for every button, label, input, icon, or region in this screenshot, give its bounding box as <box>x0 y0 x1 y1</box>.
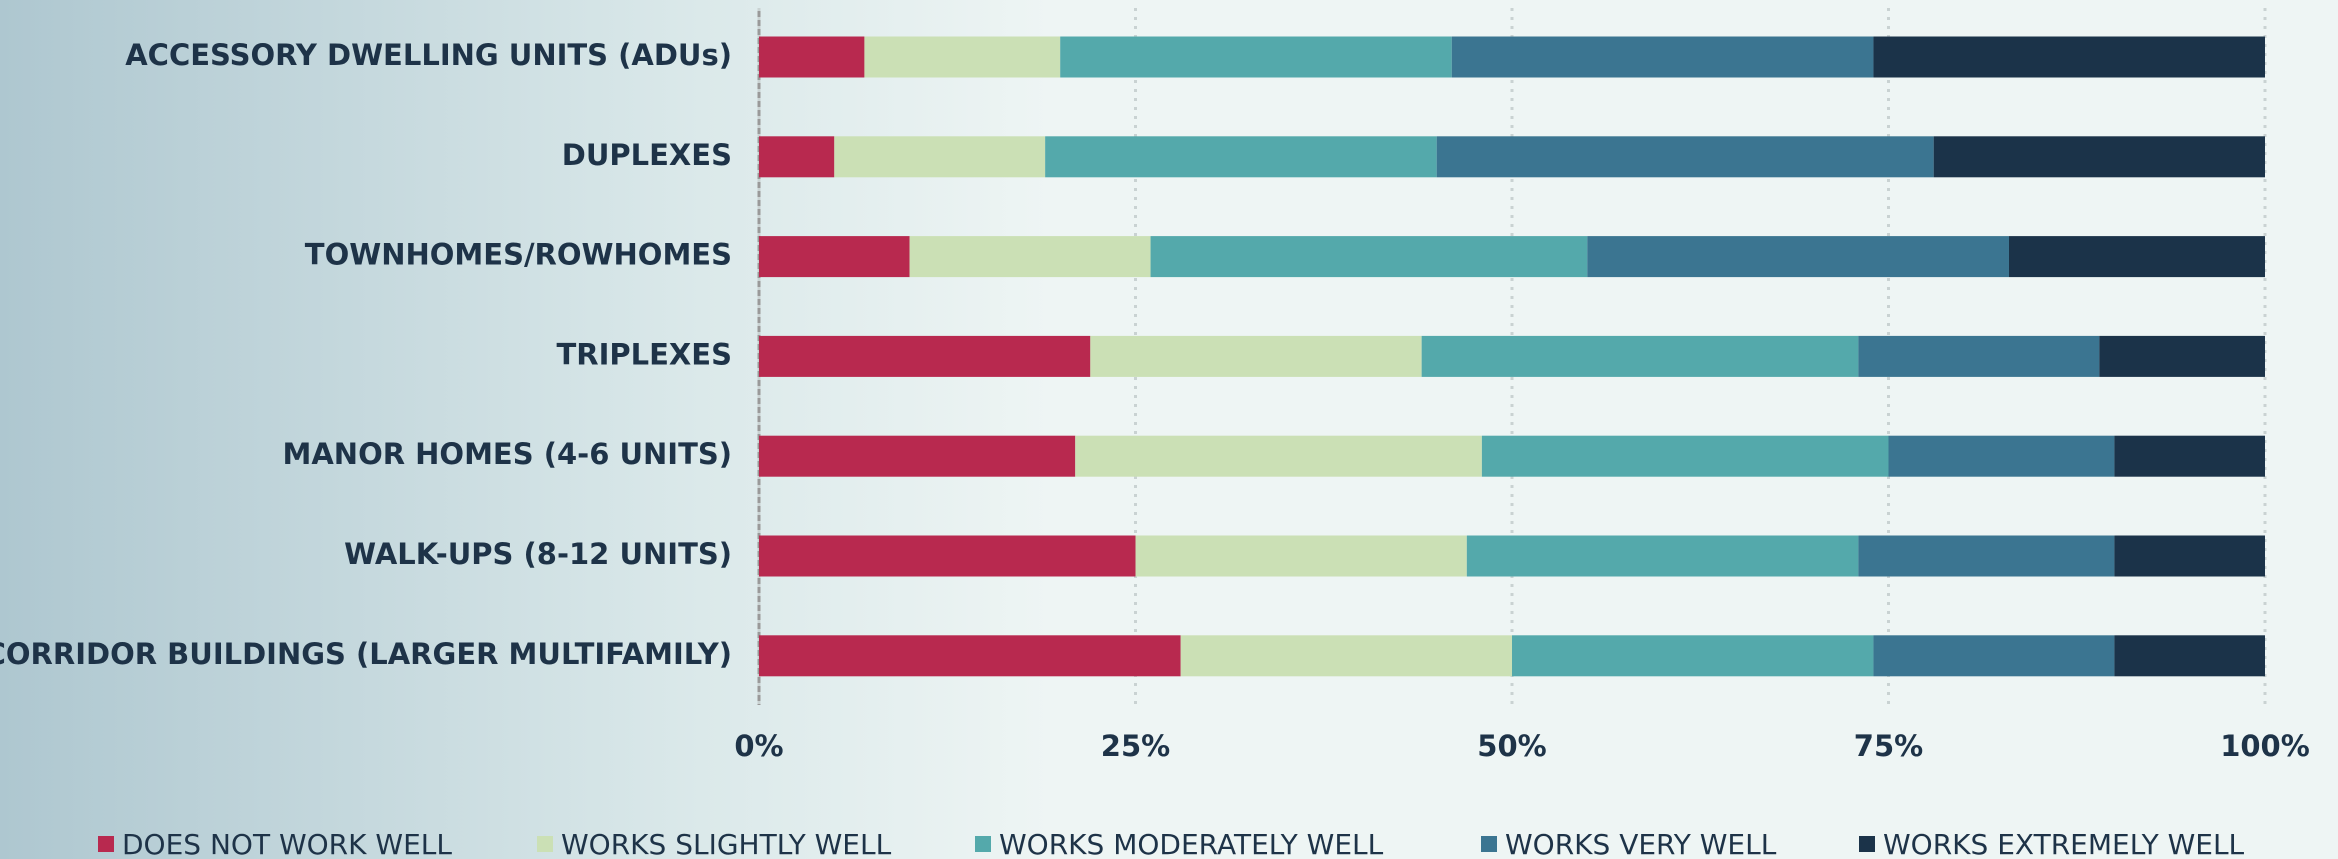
bar-segment <box>2114 535 2265 577</box>
y-tick-label: MANOR HOMES (4-6 UNITS) <box>283 437 733 471</box>
bar-segment <box>1090 335 1422 377</box>
legend-swatch <box>98 836 114 852</box>
bar-segment <box>1873 36 2265 78</box>
bar-segment <box>1512 635 1874 677</box>
bar-segment <box>2099 335 2265 377</box>
legend-swatch <box>975 836 991 852</box>
bar-segment <box>1873 635 2115 677</box>
y-tick-label: WALK-UPS (8-12 UNITS) <box>344 537 732 571</box>
bar-segment <box>1451 36 1874 78</box>
legend-label: WORKS MODERATELY WELL <box>999 828 1384 859</box>
bar-segment <box>1436 136 1934 178</box>
bar-segment <box>1481 435 1889 477</box>
y-tick-label: ACCESSORY DWELLING UNITS (ADUs) <box>125 38 732 72</box>
bar-segment <box>1466 535 1859 577</box>
legend-swatch <box>1481 836 1497 852</box>
bar-segment <box>1858 535 2115 577</box>
bar-segment <box>759 335 1091 377</box>
x-tick-label: 25% <box>1101 729 1170 763</box>
bar-segment <box>1135 535 1467 577</box>
bar-segment <box>2008 236 2265 278</box>
bar-segment <box>759 635 1181 677</box>
x-tick-label: 100% <box>2220 729 2310 763</box>
bar-segment <box>1150 236 1588 278</box>
legend-swatch <box>537 836 553 852</box>
bar-segment <box>1587 236 2009 278</box>
bar-segment <box>1060 36 1452 78</box>
bar-segment <box>759 136 835 178</box>
bar-segment <box>834 136 1046 178</box>
legend-label: DOES NOT WORK WELL <box>122 828 452 859</box>
y-tick-label: TOWNHOMES/ROWHOMES <box>305 238 732 272</box>
bar-segment <box>759 435 1076 477</box>
bar-segment <box>1421 335 1859 377</box>
bar-segment <box>909 236 1151 278</box>
bar-segment <box>2114 435 2265 477</box>
bar-segment <box>864 36 1061 78</box>
bar-segment <box>759 236 910 278</box>
legend-label: WORKS EXTREMELY WELL <box>1883 828 2245 859</box>
bar-segment <box>1858 335 2100 377</box>
bar-segment <box>1180 635 1512 677</box>
legend-label: WORKS VERY WELL <box>1505 828 1777 859</box>
x-tick-label: 0% <box>734 729 783 763</box>
legend-swatch <box>1859 836 1875 852</box>
x-tick-label: 75% <box>1854 729 1923 763</box>
bar-segment <box>1075 435 1482 477</box>
bar-segment <box>1888 435 2115 477</box>
y-tick-label: DUPLEXES <box>562 138 732 172</box>
y-tick-label: TRIPLEXES <box>556 337 732 371</box>
bar-segment <box>759 36 865 78</box>
x-tick-label: 50% <box>1477 729 1546 763</box>
bar-segment <box>1933 136 2265 178</box>
bar-segment <box>2114 635 2265 677</box>
bar-segment <box>1045 136 1437 178</box>
legend-label: WORKS SLIGHTLY WELL <box>561 828 892 859</box>
bar-segment <box>759 535 1136 577</box>
y-tick-label: CORRIDOR BUILDINGS (LARGER MULTIFAMILY) <box>0 637 732 671</box>
